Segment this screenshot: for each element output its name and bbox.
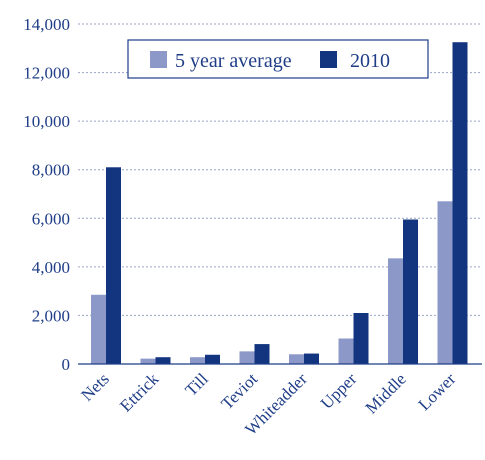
bar-nets-5-year-average [91,294,106,364]
x-tick-label: Till [181,369,212,400]
bar-teviot-2010 [254,344,270,364]
x-tick-label: Upper [317,369,361,413]
x-tick-label: Nets [77,369,112,404]
y-tick-label: 12,000 [23,64,70,83]
bar-till-5-year-average [190,357,205,364]
bar-middle-5-year-average [388,258,403,364]
legend-label-2010: 2010 [350,50,390,72]
y-tick-label: 14,000 [23,15,70,34]
y-tick-label: 6,000 [32,209,70,228]
bar-till-2010 [205,354,220,364]
x-tick-label: Teviot [217,369,261,413]
x-tick-label: Lower [415,369,460,414]
y-tick-label: 0 [62,355,71,374]
bar-middle-2010 [403,219,418,364]
bar-whiteadder-5-year-average [289,354,304,364]
legend-swatch-5-year-average [150,51,167,68]
y-axis-ticks: 0 2,000 4,000 6,000 8,000 10,000 12,000 14,000 [23,15,70,374]
y-tick-label: 4,000 [32,258,70,277]
legend-swatch-2010 [320,51,337,68]
bar-ettrick-5-year-average [140,358,156,364]
bar-upper-5-year-average [338,338,354,364]
y-tick-label: 8,000 [32,161,70,180]
x-tick-label: Middle [362,369,410,417]
y-tick-label: 2,000 [32,306,70,325]
legend-label-5-year-average: 5 year average [175,50,292,72]
bars [91,42,468,364]
bar-ettrick-2010 [155,357,171,364]
y-tick-label: 10,000 [23,112,70,131]
bar-whiteadder-2010 [304,353,319,364]
x-tick-label: Ettrick [116,369,162,415]
legend: 5 year average 2010 [127,39,429,79]
legend-box [127,39,429,79]
bar-nets-2010 [106,167,121,364]
bar-lower-2010 [452,42,468,364]
bar-upper-2010 [353,313,369,364]
bar-teviot-5-year-average [239,351,255,364]
bar-lower-5-year-average [437,201,453,364]
